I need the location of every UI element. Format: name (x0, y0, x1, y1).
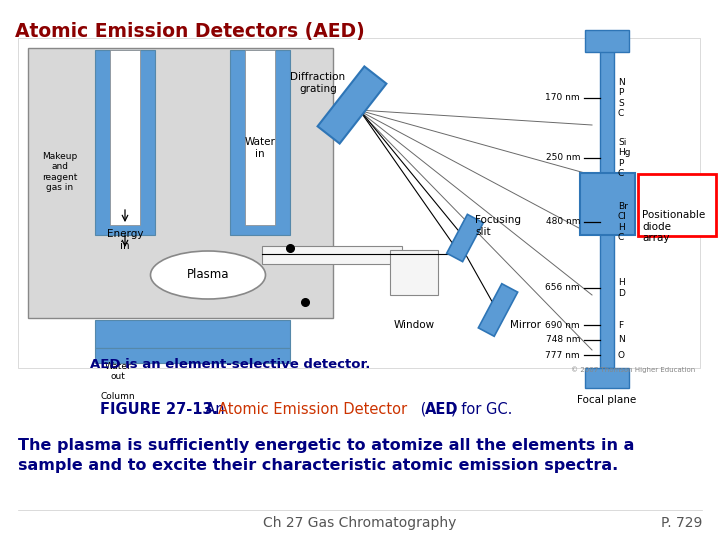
Bar (580, 173, 635, 235)
Bar (110, 50, 140, 225)
Text: The plasma is sufficiently energetic to atomize all the elements in a: The plasma is sufficiently energetic to … (18, 438, 634, 453)
Text: An: An (196, 402, 229, 417)
Text: Diffraction
grating: Diffraction grating (290, 72, 346, 93)
Text: Br
Cl
H
C: Br Cl H C (618, 202, 628, 242)
Bar (585, 368, 629, 388)
Text: Column: Column (101, 392, 135, 401)
Text: 656 nm: 656 nm (545, 284, 580, 293)
Text: Plasma: Plasma (186, 268, 229, 281)
Text: 748 nm: 748 nm (546, 335, 580, 345)
Bar (478, 284, 518, 336)
Text: sample and to excite their characteristic atomic emission spectra.: sample and to excite their characteristi… (18, 458, 618, 473)
Text: Energy
in: Energy in (107, 229, 143, 251)
Text: N
P
S
C: N P S C (618, 78, 625, 118)
Text: Positionable
diode
array: Positionable diode array (642, 210, 706, 243)
Text: AED: AED (425, 402, 459, 417)
Bar (95, 320, 290, 348)
Text: Atomic Emission Detectors (AED): Atomic Emission Detectors (AED) (15, 22, 365, 41)
Bar (28, 48, 333, 318)
Bar (95, 348, 290, 363)
Text: Makeup
and
reagent
gas in: Makeup and reagent gas in (42, 152, 78, 192)
Bar (638, 174, 716, 236)
Text: Mirror: Mirror (510, 320, 541, 330)
Bar (446, 214, 483, 262)
Bar (18, 38, 700, 368)
Bar (262, 246, 402, 264)
Bar (600, 38, 614, 368)
Text: Focal plane: Focal plane (577, 395, 636, 405)
Text: 480 nm: 480 nm (546, 218, 580, 226)
Bar (390, 250, 438, 295)
Text: H
D: H D (618, 278, 625, 298)
Text: Water
in: Water in (245, 137, 276, 159)
Text: 690 nm: 690 nm (545, 321, 580, 329)
Bar (230, 50, 290, 235)
Text: ) for GC.: ) for GC. (451, 402, 513, 417)
Text: Atomic Emission Detector: Atomic Emission Detector (218, 402, 407, 417)
Text: AED is an element-selective detector.: AED is an element-selective detector. (90, 358, 370, 371)
Text: Si
Hg
P
C: Si Hg P C (618, 138, 631, 178)
Text: Water
out: Water out (104, 362, 131, 381)
Text: FIGURE 27-13.: FIGURE 27-13. (100, 402, 218, 417)
Bar (95, 50, 155, 235)
Text: P. 729: P. 729 (661, 516, 702, 530)
Text: Ch 27 Gas Chromatography: Ch 27 Gas Chromatography (264, 516, 456, 530)
Bar (585, 30, 629, 52)
Bar (318, 66, 387, 144)
Text: © 2007 Thomson Higher Education: © 2007 Thomson Higher Education (571, 366, 695, 373)
Text: 250 nm: 250 nm (546, 153, 580, 163)
Text: F: F (618, 321, 623, 329)
Text: Window: Window (393, 320, 435, 330)
Bar (245, 50, 275, 225)
Text: 777 nm: 777 nm (545, 350, 580, 360)
Text: O: O (618, 350, 625, 360)
Text: Focusing
slit: Focusing slit (475, 215, 521, 237)
Text: N: N (618, 335, 625, 345)
Text: (: ( (416, 402, 426, 417)
Ellipse shape (150, 251, 266, 299)
Text: 170 nm: 170 nm (545, 93, 580, 103)
